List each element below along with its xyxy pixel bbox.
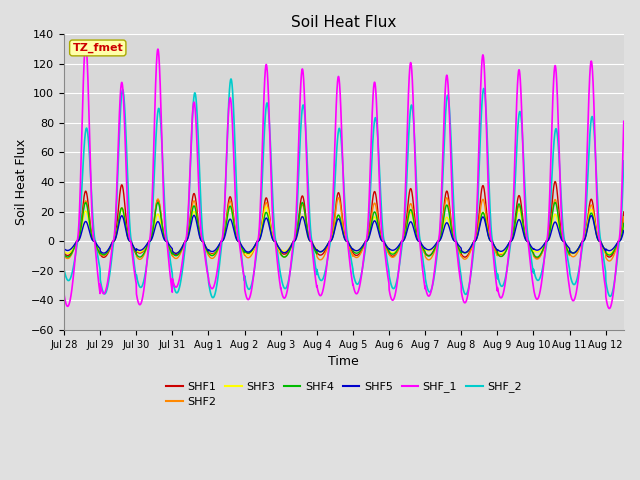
SHF_2 [275, 254, 282, 260]
SHF4 [424, 253, 432, 259]
SHF_1 [605, 306, 613, 312]
SHF5 [60, 246, 68, 252]
SHF_2 [620, 158, 628, 164]
SHF1 [396, 243, 404, 249]
SHF2 [478, 199, 486, 204]
SHF_1 [274, 265, 282, 271]
Line: SHF5: SHF5 [64, 216, 624, 253]
SHF2 [162, 238, 170, 244]
SHF_2 [162, 221, 170, 227]
SHF_1 [396, 257, 404, 263]
SHF_1 [424, 293, 432, 299]
SHF3 [60, 248, 68, 254]
SHF_2 [227, 76, 235, 82]
SHF2 [274, 246, 282, 252]
SHF2 [60, 252, 68, 258]
SHF3 [275, 245, 282, 251]
SHF1 [551, 179, 559, 184]
SHF_1 [82, 41, 90, 47]
SHF1 [620, 209, 628, 215]
SHF3 [424, 248, 432, 254]
SHF5 [275, 243, 282, 249]
Title: Soil Heat Flux: Soil Heat Flux [291, 15, 397, 30]
SHF4 [162, 238, 170, 244]
SHF5 [520, 234, 528, 240]
SHF1 [60, 250, 68, 256]
SHF1 [520, 228, 528, 233]
SHF_1 [478, 61, 486, 67]
SHF1 [478, 187, 486, 192]
SHF5 [172, 251, 180, 256]
X-axis label: Time: Time [328, 355, 359, 368]
SHF_1 [60, 291, 68, 297]
SHF_2 [60, 266, 68, 272]
Y-axis label: Soil Heat Flux: Soil Heat Flux [15, 139, 28, 225]
SHF_1 [620, 119, 628, 124]
SHF_1 [162, 235, 170, 241]
SHF5 [424, 247, 432, 252]
SHF2 [520, 230, 528, 236]
SHF5 [620, 228, 628, 233]
SHF4 [520, 229, 528, 235]
Line: SHF_1: SHF_1 [64, 44, 624, 309]
SHF2 [620, 214, 628, 220]
SHF3 [262, 204, 270, 210]
SHF3 [396, 242, 404, 248]
Line: SHF4: SHF4 [64, 203, 624, 257]
SHF3 [520, 232, 528, 238]
SHF5 [478, 215, 486, 221]
Line: SHF2: SHF2 [64, 198, 624, 261]
SHF2 [443, 195, 451, 201]
Line: SHF3: SHF3 [64, 207, 624, 255]
SHF3 [478, 211, 486, 216]
SHF_2 [209, 295, 217, 300]
SHF_1 [520, 190, 528, 195]
SHF3 [620, 222, 628, 228]
SHF4 [620, 220, 628, 226]
SHF2 [424, 257, 432, 263]
SHF5 [162, 238, 170, 244]
SHF_2 [396, 259, 404, 265]
Line: SHF_2: SHF_2 [64, 79, 624, 298]
SHF_2 [424, 288, 432, 293]
Legend: SHF1, SHF2, SHF3, SHF4, SHF5, SHF_1, SHF_2: SHF1, SHF2, SHF3, SHF4, SHF5, SHF_1, SHF… [161, 377, 526, 411]
SHF1 [274, 244, 282, 250]
SHF4 [60, 251, 68, 257]
SHF4 [478, 212, 486, 217]
SHF4 [551, 200, 559, 205]
SHF2 [396, 244, 404, 250]
SHF_2 [520, 174, 528, 180]
SHF3 [162, 238, 170, 244]
SHF4 [533, 254, 541, 260]
SHF5 [396, 241, 404, 247]
SHF4 [274, 243, 282, 249]
SHF_2 [478, 102, 486, 108]
SHF4 [396, 243, 404, 249]
SHF1 [162, 238, 170, 244]
SHF5 [190, 213, 198, 218]
Line: SHF1: SHF1 [64, 181, 624, 258]
SHF1 [533, 255, 541, 261]
SHF3 [244, 252, 252, 258]
Text: TZ_fmet: TZ_fmet [72, 43, 123, 53]
SHF2 [605, 258, 613, 264]
SHF1 [424, 252, 432, 258]
